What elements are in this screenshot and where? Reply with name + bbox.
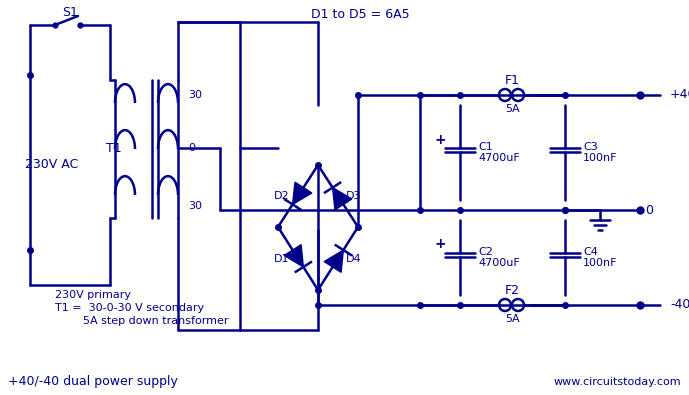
Text: C1
4700uF: C1 4700uF xyxy=(478,142,520,163)
Text: -40V: -40V xyxy=(670,299,689,312)
Polygon shape xyxy=(293,182,312,204)
Text: +: + xyxy=(434,237,446,252)
Polygon shape xyxy=(284,245,303,267)
Text: 30: 30 xyxy=(188,201,202,211)
Text: S1: S1 xyxy=(62,6,78,19)
Text: www.circuitstoday.com: www.circuitstoday.com xyxy=(553,377,681,387)
Text: F2: F2 xyxy=(504,284,520,297)
Text: C3
100nF: C3 100nF xyxy=(583,142,617,163)
Text: C4
100nF: C4 100nF xyxy=(583,247,617,268)
Text: 230V AC: 230V AC xyxy=(25,158,79,171)
Text: T1: T1 xyxy=(106,141,122,154)
Text: 5A step down transformer: 5A step down transformer xyxy=(55,316,229,326)
Text: 230V primary: 230V primary xyxy=(55,290,131,300)
Polygon shape xyxy=(333,188,352,210)
Polygon shape xyxy=(325,250,343,272)
Text: +: + xyxy=(434,132,446,147)
Text: D1: D1 xyxy=(274,254,290,263)
Text: 0: 0 xyxy=(188,143,195,153)
Text: T1 =  30-0-30 V secondary: T1 = 30-0-30 V secondary xyxy=(55,303,204,313)
Text: D3: D3 xyxy=(347,191,362,201)
Text: +40V: +40V xyxy=(670,88,689,102)
Text: +40/-40 dual power supply: +40/-40 dual power supply xyxy=(8,376,178,389)
Text: D1 to D5 = 6A5: D1 to D5 = 6A5 xyxy=(311,9,409,21)
Text: 30: 30 xyxy=(188,90,202,100)
Text: F1: F1 xyxy=(504,75,520,88)
Text: C2
4700uF: C2 4700uF xyxy=(478,247,520,268)
Text: D2: D2 xyxy=(274,191,290,201)
Text: 5A: 5A xyxy=(504,314,520,324)
Text: 0: 0 xyxy=(645,203,653,216)
Text: 5A: 5A xyxy=(504,104,520,114)
Text: D4: D4 xyxy=(346,254,362,263)
